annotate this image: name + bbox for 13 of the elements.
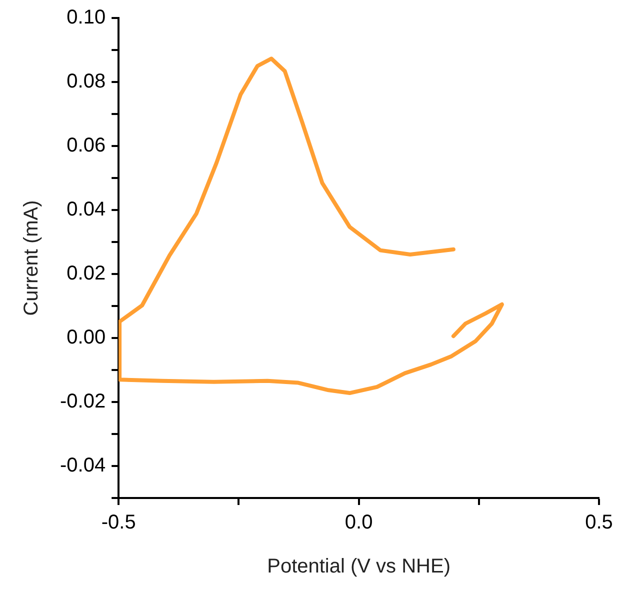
y-axis-title: Current (mA) [20,200,43,316]
x-tick-label: -0.5 [101,512,136,534]
x-axis-title: Potential (V vs NHE) [267,556,450,578]
y-tick-label: 0.10 [66,6,106,29]
x-tick-label: 0.0 [344,512,373,534]
y-tick-label: 0.04 [66,198,106,221]
x-tick-label: 0.5 [585,512,613,534]
y-tick-label: 0.06 [66,134,106,157]
y-tick-label: 0.08 [66,70,106,93]
y-tick-label: 0.00 [66,326,106,349]
y-tick-label: -0.04 [60,454,106,477]
y-tick-label: 0.02 [66,262,106,285]
y-tick-label: -0.02 [60,390,106,413]
